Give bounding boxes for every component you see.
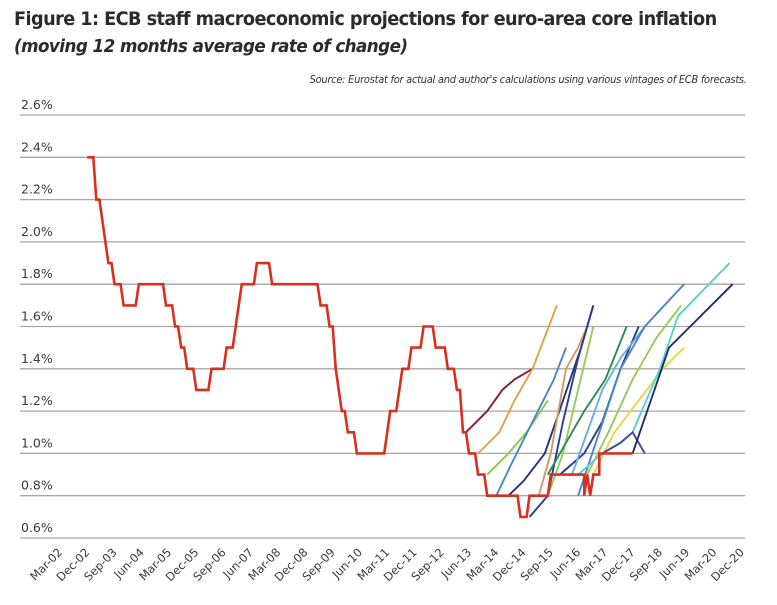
x-axis-ticks: Mar-02Dec-02Sep-03Jun-04Mar-05Dec-05Sep-… <box>27 545 747 584</box>
y-tick-label: 1.0% <box>21 435 53 450</box>
y-tick-label: 2.2% <box>21 182 53 197</box>
y-tick-label: 0.8% <box>21 478 53 493</box>
series-projection-line <box>507 305 595 497</box>
chart-source-note: Source: Eurostat for actual and author's… <box>309 73 747 86</box>
chart-subtitle: (moving 12 months average rate of change… <box>14 36 408 57</box>
gridlines <box>20 114 745 539</box>
series-projection-line <box>546 326 628 476</box>
series-projection-line <box>537 326 589 496</box>
series-projection-line <box>528 305 595 518</box>
series-projection-line <box>571 325 646 475</box>
y-tick-label: 2.6% <box>21 97 53 112</box>
y-axis-ticks: 0.6% 0.8% 1.0% 1.2% 1.4% 1.6% 1.8% 2.0% 2.2% 2.4%… <box>21 97 53 535</box>
series-projection-line <box>601 430 646 455</box>
y-tick-label: 0.6% <box>21 520 53 535</box>
y-tick-label: 2.0% <box>21 224 53 239</box>
series-projection-line <box>577 283 685 497</box>
series-projection-line <box>592 346 685 476</box>
series-projection-line <box>495 347 567 497</box>
series-projection-line <box>465 367 534 433</box>
y-tick-label: 1.6% <box>21 309 53 324</box>
y-tick-label: 2.4% <box>21 139 53 154</box>
series-projection-line <box>477 305 558 455</box>
y-tick-label: 1.4% <box>21 351 53 366</box>
y-tick-label: 1.2% <box>21 393 53 408</box>
series-projection-line <box>631 283 734 454</box>
series-projection-line <box>486 399 549 476</box>
series-actual-line <box>87 156 633 519</box>
series-lines <box>87 156 734 519</box>
chart-title: Figure 1: ECB staff macroeconomic projec… <box>14 8 717 30</box>
series-projection-line <box>586 304 682 476</box>
y-tick-label: 1.8% <box>21 266 53 281</box>
